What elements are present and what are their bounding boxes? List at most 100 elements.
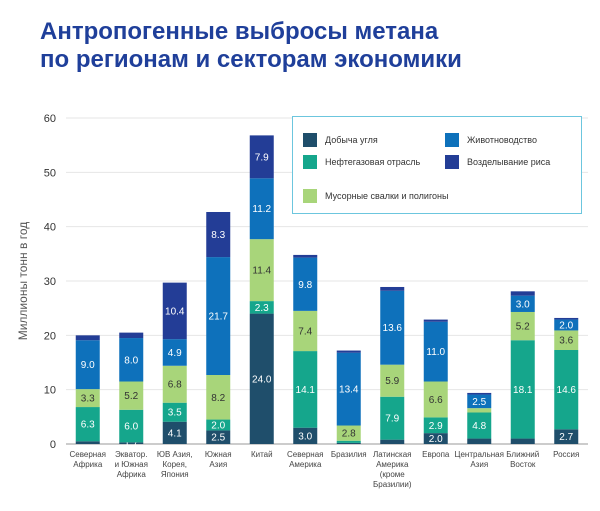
data-label: 8.0 [124,355,138,366]
bar-segment [293,257,318,311]
data-label: 3.0 [298,431,312,442]
bar-segment [423,417,448,434]
x-tick-label: Латинская [373,450,412,459]
bar-segment [336,440,361,443]
bar-segment [249,135,274,179]
bar-segment [119,381,144,410]
bar-segment [206,419,231,431]
data-label: 11.0 [426,347,445,358]
data-label: 8.3 [211,230,225,241]
bar-segment [380,439,405,444]
x-tick-label: Азия [209,460,227,469]
bar-segment [467,408,492,413]
x-tick-label: Корея, [162,460,187,469]
data-label: 2.0 [211,420,225,431]
x-tick-label: Северная [287,450,323,459]
legend-swatch-rice [445,155,459,169]
bar-segment [423,433,448,444]
x-tick-label: Япония [161,470,189,479]
legend-label-livestock: Животноводство [467,135,537,145]
bar-segment [510,311,535,341]
x-tick-label: Европа [422,450,450,459]
bar-segment [119,409,144,443]
bar-segment [249,301,274,314]
bar-segment [162,365,187,403]
legend-swatch-livestock [445,133,459,147]
data-label: 11.2 [252,204,271,215]
legend-item-oil-gas: Нефтегазовая отрасль [303,155,420,169]
legend-swatch-coal [303,133,317,147]
data-label: 18.1 [513,385,533,396]
bar-segment [510,340,535,439]
data-label: 2.5 [472,397,486,408]
x-tick-label: Ближний [506,450,539,459]
bar-segment [554,330,579,351]
y-tick-label: 60 [44,113,56,125]
y-tick-label: 10 [44,385,56,397]
bar-segment [206,257,231,375]
bar-segment [293,254,318,258]
data-label: 14.6 [557,385,577,396]
bar-segment [467,438,492,444]
bar-segment [554,429,579,444]
data-label: 10.4 [165,306,185,317]
bar-segment [554,319,579,331]
data-label: 11.4 [252,266,271,277]
data-label: 13.4 [339,385,359,396]
data-label: 6.6 [429,395,443,406]
data-label: 2.7 [559,432,573,443]
bar-segment [119,442,144,444]
chart-title-line-2: по регионам и секторам экономики [40,46,462,73]
data-label: 2.3 [255,303,269,314]
legend-label-coal: Добыча угля [325,135,378,145]
data-label: 9.8 [298,280,312,291]
x-tick-label: Азия [470,460,488,469]
data-label: 2.5 [211,433,225,444]
bar-segment [423,381,448,418]
data-label: 3.0 [516,299,530,310]
x-tick-label: Бразилия [331,450,367,459]
bar-segment [162,421,187,444]
data-label: 13.6 [383,323,403,334]
x-tick-label: Экватор. [115,450,147,459]
bar-segment [467,394,492,409]
legend-label-landfills: Мусорные свалки и полигоны [325,191,449,201]
x-tick-label: Южная [205,450,232,459]
x-tick-label: (кроме [380,470,406,479]
bar-segment [467,392,492,395]
bar-segment [554,350,579,430]
bar-segment [510,291,535,296]
bar-segment [249,239,274,302]
bar-segment [336,350,361,353]
legend-item-rice: Возделывание риса [445,155,550,169]
x-tick-label: Восток [510,460,536,469]
legend-swatch-oil-gas [303,155,317,169]
bar-segment [206,374,231,420]
bar-segment [75,389,100,408]
bar-segment [467,412,492,439]
bar-segment [162,339,187,366]
bar-segment [293,351,318,428]
x-tick-label: Африка [117,470,147,479]
x-tick-label: Россия [553,450,579,459]
data-label: 24.0 [252,374,272,385]
bar-segment [206,211,231,258]
data-label: 5.9 [385,376,399,387]
bar-segment [380,364,405,397]
bar-segment [423,321,448,382]
x-tick-label: и Южная [115,460,148,469]
x-tick-label: Америка [289,460,322,469]
data-label: 5.2 [516,322,530,333]
data-label: 4.1 [168,428,182,439]
data-label: 5.2 [124,391,138,402]
data-label: 2.9 [429,421,443,432]
data-label: 4.8 [472,421,486,432]
bar-segment [162,282,187,340]
x-tick-label: Китай [251,450,273,459]
data-label: 6.8 [168,380,182,391]
bar-segment [75,441,100,444]
bar-segment [249,178,274,240]
data-label: 9.0 [81,360,95,371]
bar-segment [162,402,187,422]
